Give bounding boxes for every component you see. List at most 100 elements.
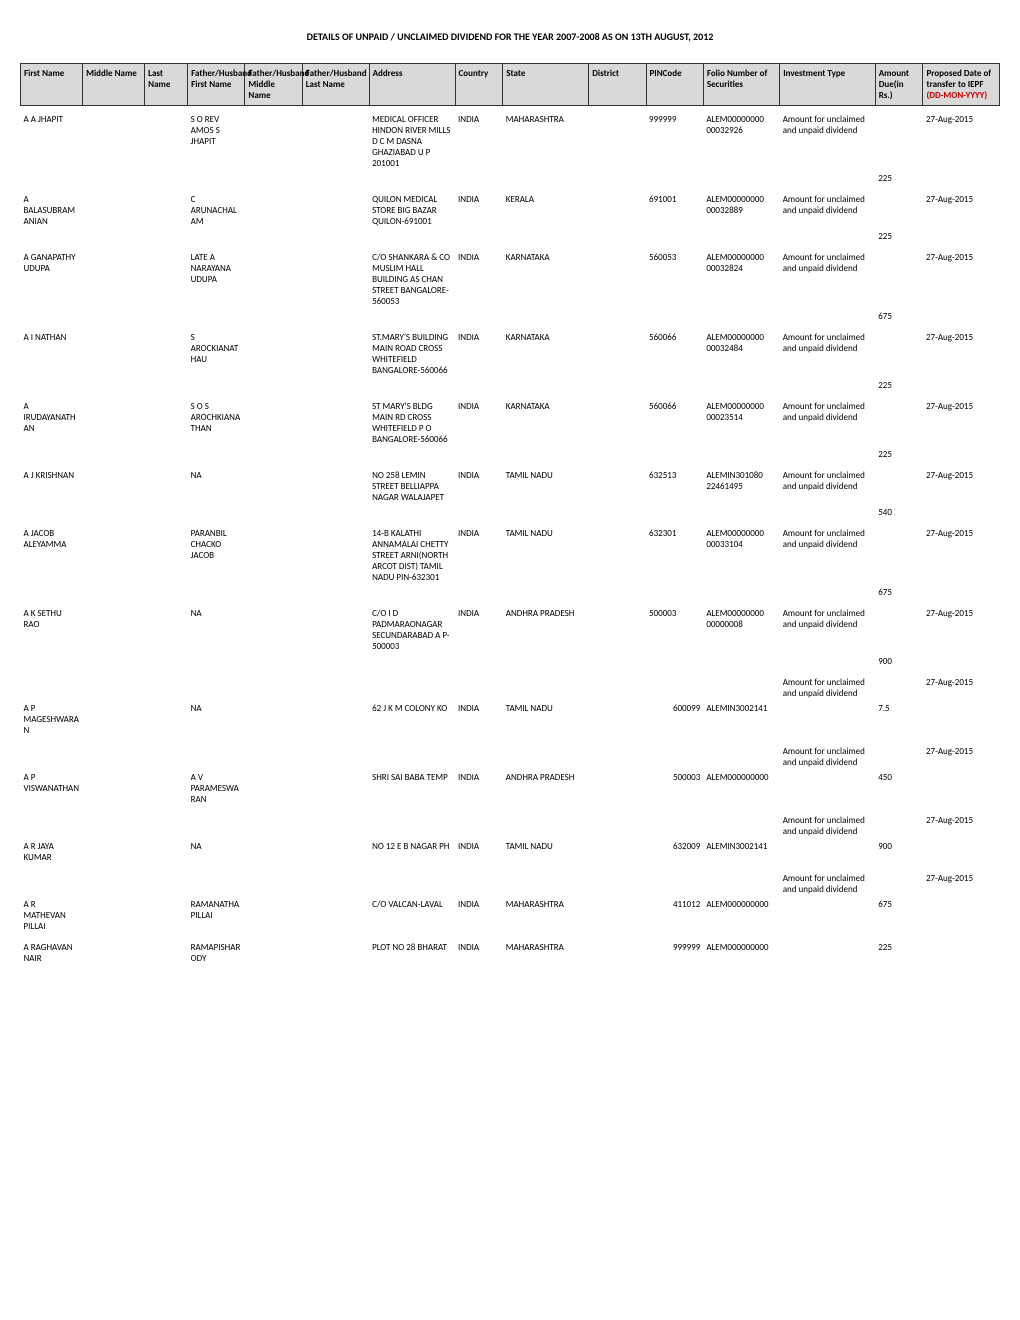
cell (245, 505, 302, 520)
header-date-format: (DD-MON-YYYY) (926, 90, 987, 101)
cell: INDIA (455, 112, 503, 171)
cell (245, 229, 302, 244)
cell: INDIA (455, 250, 503, 309)
cell: C ARUNACHALAM (188, 192, 245, 229)
table-row-amount: 675 (21, 309, 1000, 324)
cell (245, 701, 302, 738)
cell (302, 744, 369, 770)
cell (145, 654, 188, 669)
cell (369, 654, 455, 669)
cell (780, 505, 876, 520)
cell: NA (188, 606, 245, 654)
cell-amount-value: 225 (875, 378, 923, 393)
cell (703, 871, 779, 897)
cell (302, 330, 369, 378)
cell: A J KRISHNAN (21, 468, 83, 505)
cell-amount: 450 (875, 770, 923, 807)
cell-amount: 7.5 (875, 701, 923, 738)
cell (589, 505, 646, 520)
cell: PLOT NO 28 BHARAT (369, 940, 455, 966)
cell (503, 813, 589, 839)
cell (145, 112, 188, 171)
cell (145, 330, 188, 378)
cell (455, 654, 503, 669)
cell (21, 813, 83, 839)
cell (83, 330, 145, 378)
cell: 14-B KALATHI ANNAMALAI CHETTY STREET ARN… (369, 526, 455, 585)
cell (245, 839, 302, 865)
cell-date: 27-Aug-2015 (923, 871, 1000, 897)
cell-date: 27-Aug-2015 (923, 813, 1000, 839)
cell: MAHARASHTRA (503, 112, 589, 171)
cell (589, 654, 646, 669)
cell (302, 871, 369, 897)
cell: TAMIL NADU (503, 468, 589, 505)
cell (923, 505, 1000, 520)
header-country: Country (455, 64, 503, 106)
cell-pincode: 632009 (646, 839, 703, 865)
cell (503, 654, 589, 669)
cell (83, 813, 145, 839)
cell (455, 447, 503, 462)
cell (589, 112, 646, 171)
cell: INDIA (455, 526, 503, 585)
cell (145, 606, 188, 654)
cell (188, 447, 245, 462)
cell (780, 378, 876, 393)
cell: INDIA (455, 192, 503, 229)
cell-amount-value: 900 (875, 654, 923, 669)
cell (245, 378, 302, 393)
table-row-amount: 540 (21, 505, 1000, 520)
cell (302, 606, 369, 654)
cell (703, 309, 779, 324)
cell: 999999 (646, 112, 703, 171)
cell: RAMAPISHARODY (188, 940, 245, 966)
table-row-amount: 225 (21, 229, 1000, 244)
cell: 560053 (646, 250, 703, 309)
table-row: A P MAGESHWARANNA62 J K M COLONY KOINDIA… (21, 701, 1000, 738)
table-row-amount: 675 (21, 585, 1000, 600)
cell-amount (875, 399, 923, 447)
cell-folio: ALEMIN30108022461495 (703, 468, 779, 505)
cell: QUILON MEDICAL STORE BIG BAZAR QUILON-69… (369, 192, 455, 229)
cell (302, 229, 369, 244)
cell-pincode: 500003 (646, 770, 703, 807)
cell (83, 654, 145, 669)
cell (589, 171, 646, 186)
cell-folio: ALEM0000000000033104 (703, 526, 779, 585)
cell (703, 654, 779, 669)
cell (245, 192, 302, 229)
cell-date: 27-Aug-2015 (923, 330, 1000, 378)
cell (21, 229, 83, 244)
cell (646, 813, 703, 839)
cell (302, 940, 369, 966)
cell-date: 27-Aug-2015 (923, 192, 1000, 229)
cell (21, 585, 83, 600)
cell-investment-type: Amount for unclaimed and unpaid dividend (780, 112, 876, 171)
cell-amount-value: 540 (875, 505, 923, 520)
cell: RAMANATHA PILLAI (188, 897, 245, 934)
cell (455, 171, 503, 186)
cell (188, 744, 245, 770)
cell-pincode: 999999 (646, 940, 703, 966)
table-row-amount: 225 (21, 447, 1000, 462)
cell-amount-value: 225 (875, 171, 923, 186)
cell (369, 447, 455, 462)
cell (21, 744, 83, 770)
table-row: A R MATHEVAN PILLAIRAMANATHA PILLAIC/O V… (21, 897, 1000, 934)
table-row-amount: 225 (21, 378, 1000, 393)
cell: NO 258 LEMIN STREET BELLIAPPA NAGAR WALA… (369, 468, 455, 505)
cell: INDIA (455, 770, 503, 807)
cell: 632513 (646, 468, 703, 505)
header-pincode: PINCode (646, 64, 703, 106)
cell-amount (875, 112, 923, 171)
cell-amount-value: 225 (875, 447, 923, 462)
cell (245, 330, 302, 378)
cell (21, 675, 83, 701)
cell: S AROCKIANATHAU (188, 330, 245, 378)
cell (245, 447, 302, 462)
cell (923, 770, 1000, 807)
cell (589, 701, 646, 738)
cell-investment-type: Amount for unclaimed and unpaid dividend (780, 330, 876, 378)
cell-amount-value: 675 (875, 309, 923, 324)
